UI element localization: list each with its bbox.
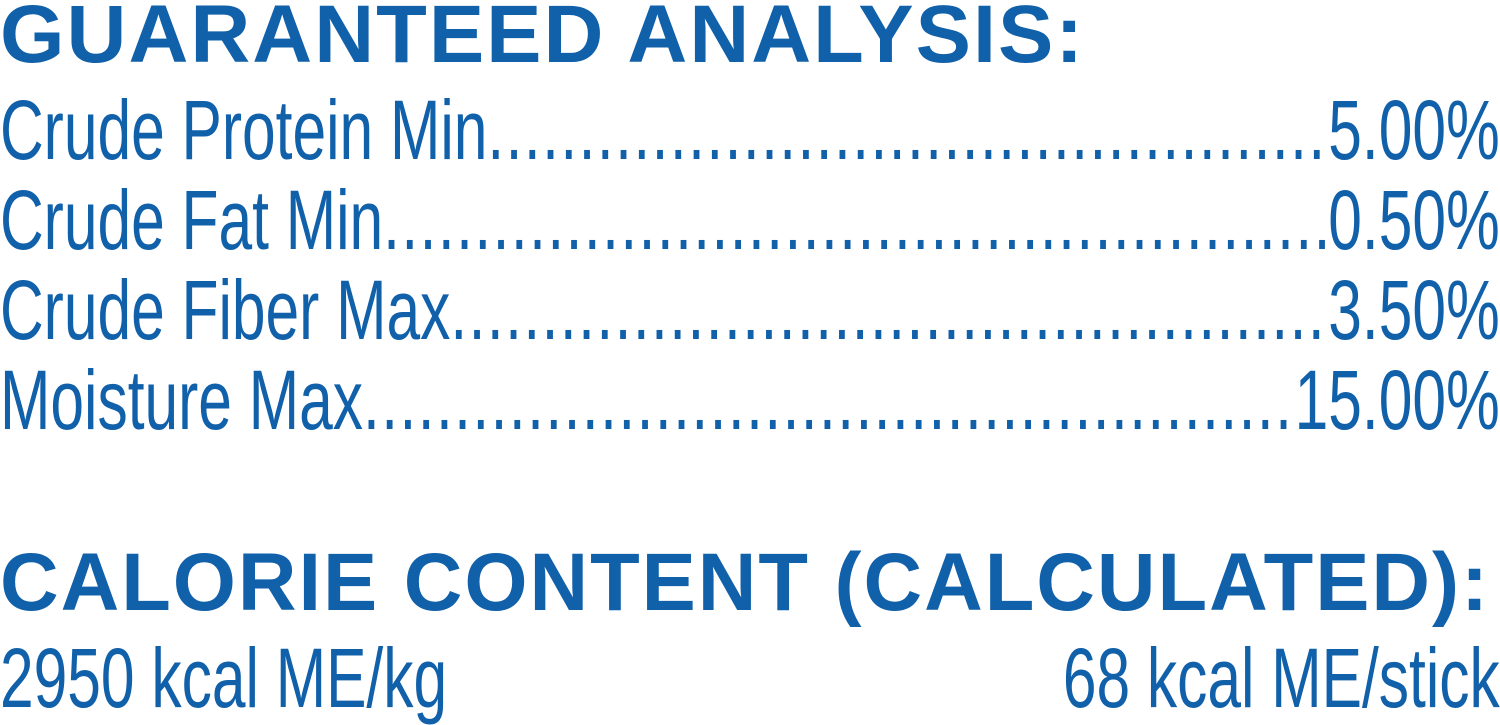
row-label: Crude Fat Min xyxy=(0,173,384,267)
calorie-content-heading: CALORIE CONTENT (CALCULATED): xyxy=(0,537,1490,628)
analysis-row: Moisture Max 15.00% xyxy=(0,358,1500,442)
calories-per-stick: 68 kcal ME/stick xyxy=(1062,631,1500,725)
row-value: 3.50% xyxy=(1328,263,1500,357)
dot-leader xyxy=(487,88,1328,172)
row-label: Crude Protein Min xyxy=(0,83,488,177)
analysis-row: Crude Fat Min 0.50% xyxy=(0,178,1500,262)
calorie-values: 2950 kcal ME/kg 68 kcal ME/stick xyxy=(0,636,1500,720)
row-value: 5.00% xyxy=(1328,83,1500,177)
dot-leader xyxy=(363,358,1295,442)
dot-leader xyxy=(383,178,1328,262)
analysis-row: Crude Protein Min 5.00% xyxy=(0,88,1500,172)
guaranteed-analysis-heading: GUARANTEED ANALYSIS: xyxy=(0,0,1085,80)
calories-per-kg: 2950 kcal ME/kg xyxy=(0,631,448,725)
row-label: Moisture Max xyxy=(0,353,363,447)
row-value: 0.50% xyxy=(1328,173,1500,267)
analysis-row: Crude Fiber Max 3.50% xyxy=(0,268,1500,352)
row-value: 15.00% xyxy=(1294,353,1500,447)
dot-leader xyxy=(450,268,1328,352)
row-label: Crude Fiber Max xyxy=(0,263,451,357)
